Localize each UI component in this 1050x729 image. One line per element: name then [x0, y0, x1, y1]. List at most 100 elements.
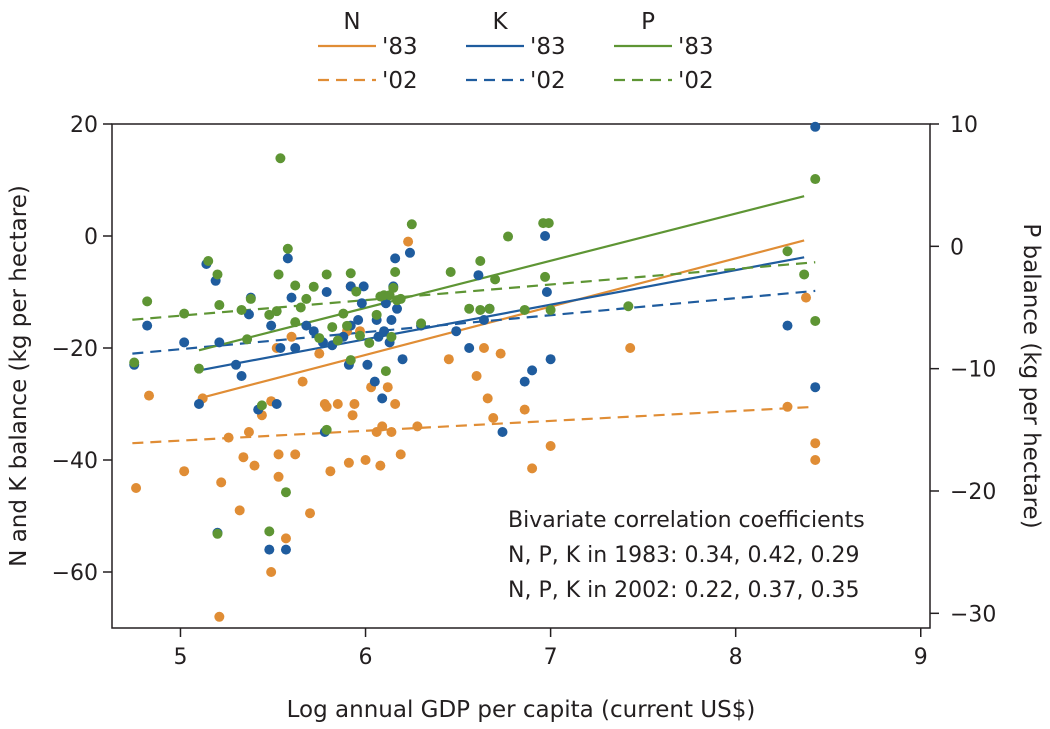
- point-n: [349, 399, 360, 409]
- annotation-line-1: Bivariate correlation coefficients: [508, 508, 865, 533]
- point-p: [212, 269, 223, 280]
- point-n: [625, 343, 636, 353]
- x-tick-label: 8: [729, 645, 743, 670]
- right-y-tick-label: −10: [950, 358, 996, 383]
- trend-line-k-1983: [198, 256, 805, 372]
- point-k: [497, 427, 508, 437]
- point-p: [475, 304, 486, 315]
- point-p: [490, 274, 501, 285]
- right-y-axis-title: P balance (kg per hectare): [1018, 223, 1044, 528]
- point-p: [503, 231, 514, 242]
- point-n: [305, 508, 316, 519]
- point-n: [810, 438, 821, 449]
- point-n: [471, 371, 482, 381]
- point-n: [144, 390, 155, 401]
- point-k: [286, 292, 297, 303]
- point-n: [314, 348, 325, 359]
- point-p: [345, 268, 356, 279]
- point-p: [416, 318, 427, 329]
- point-n: [273, 471, 284, 482]
- point-n: [478, 343, 489, 353]
- point-n: [403, 236, 414, 247]
- point-k: [527, 365, 538, 376]
- legend-header-p: P: [641, 9, 655, 35]
- point-n: [249, 460, 260, 471]
- point-p: [543, 218, 554, 229]
- point-k: [358, 281, 369, 292]
- point-n: [179, 466, 190, 477]
- point-n: [495, 348, 506, 359]
- plot-frame: [111, 123, 931, 629]
- legend-label-n-2002: '02: [382, 68, 418, 94]
- point-p: [390, 267, 401, 278]
- left-y-tick-label: −20: [52, 337, 98, 362]
- point-n: [782, 401, 793, 412]
- point-n: [390, 399, 401, 409]
- point-k: [290, 343, 301, 353]
- point-p: [203, 256, 214, 267]
- point-p: [484, 303, 495, 314]
- legend-header-n: N: [343, 9, 360, 35]
- point-n: [286, 331, 297, 342]
- point-p: [275, 153, 286, 164]
- point-n: [321, 401, 332, 412]
- point-k: [308, 326, 319, 337]
- point-p: [193, 363, 204, 374]
- point-n: [801, 292, 812, 303]
- right-y-tick-label: −20: [950, 480, 996, 505]
- left-y-axis-title: N and K balance (kg per hectare): [6, 185, 32, 567]
- point-p: [810, 174, 821, 185]
- point-k: [214, 337, 225, 348]
- point-k: [810, 121, 821, 132]
- legend-label-k-2002: '02: [530, 68, 566, 94]
- legend-label-p-1983: '83: [678, 34, 714, 60]
- point-n: [545, 441, 556, 451]
- legend-label-p-2002: '02: [678, 68, 714, 94]
- point-n: [375, 460, 386, 471]
- point-p: [395, 293, 406, 304]
- point-n: [360, 455, 371, 465]
- point-p: [464, 303, 475, 314]
- point-k: [379, 326, 390, 337]
- point-p: [327, 322, 338, 333]
- annotation-line-2: N, P, K in 1983: 0.34, 0.42, 0.29: [508, 543, 859, 568]
- x-tick-label: 6: [359, 645, 373, 670]
- point-p: [212, 528, 223, 539]
- point-k: [356, 298, 367, 309]
- point-n: [519, 404, 530, 415]
- point-n: [223, 432, 234, 443]
- point-n: [377, 421, 388, 432]
- data-points: [129, 121, 821, 622]
- point-k: [236, 371, 247, 381]
- point-p: [380, 366, 391, 377]
- left-y-tick-label: −60: [52, 561, 98, 586]
- point-n: [347, 410, 358, 421]
- point-k: [271, 399, 282, 409]
- point-n: [443, 354, 454, 365]
- point-k: [321, 287, 332, 297]
- point-p: [371, 309, 382, 320]
- point-n: [325, 466, 336, 477]
- point-k: [243, 309, 254, 320]
- point-n: [482, 393, 493, 404]
- point-n: [273, 449, 284, 460]
- point-n: [386, 427, 397, 437]
- point-k: [464, 343, 475, 353]
- point-p: [332, 335, 343, 346]
- point-p: [475, 256, 486, 267]
- point-k: [810, 382, 821, 393]
- point-p: [280, 487, 291, 498]
- point-n: [266, 567, 277, 577]
- point-k: [275, 343, 286, 353]
- point-p: [406, 219, 417, 230]
- trend-line-p-1983: [198, 195, 805, 352]
- point-k: [142, 320, 153, 331]
- point-p: [351, 286, 362, 297]
- point-k: [301, 320, 312, 331]
- point-n: [343, 457, 354, 468]
- point-p: [264, 309, 275, 320]
- point-n: [238, 452, 249, 463]
- x-axis-title: Log annual GDP per capita (current US$): [287, 697, 756, 723]
- point-n: [527, 463, 538, 474]
- point-k: [473, 270, 484, 281]
